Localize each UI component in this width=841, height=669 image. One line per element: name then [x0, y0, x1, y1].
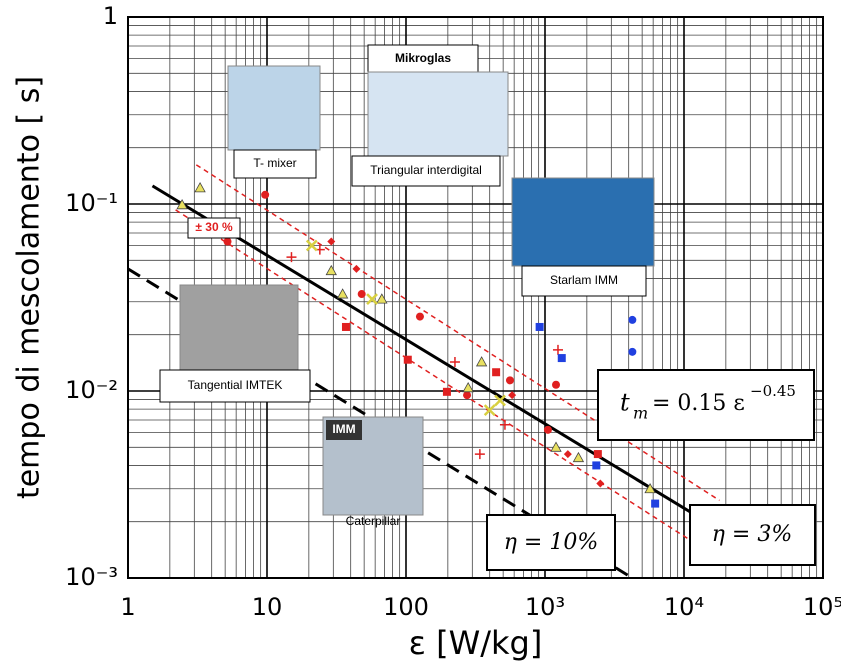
- formula-t: t: [620, 389, 630, 417]
- photo: [228, 66, 320, 150]
- eta-label: η = 3%: [712, 522, 793, 547]
- formula-sub: m: [633, 404, 648, 423]
- photo: [368, 72, 508, 156]
- y-tick-label: 1: [103, 2, 118, 30]
- point: [573, 453, 583, 462]
- y-tick-label: 10⁻¹: [65, 189, 118, 217]
- y-tick-label: 10⁻²: [65, 376, 118, 404]
- photo-label: Mikroglas: [395, 51, 451, 65]
- point: [492, 368, 500, 376]
- point: [628, 316, 636, 324]
- point: [592, 461, 600, 469]
- point: [443, 388, 451, 396]
- point: [628, 348, 636, 356]
- y-tick-label: 10⁻³: [65, 563, 118, 591]
- band-label: ± 30 %: [195, 220, 233, 234]
- point: [261, 191, 269, 199]
- point: [358, 290, 366, 298]
- photo-label: Triangular interdigital: [370, 163, 482, 177]
- photo-label: Tangential IMTEK: [188, 378, 283, 392]
- point: [506, 376, 514, 384]
- point: [558, 354, 566, 362]
- x-tick-label: 10⁴: [664, 593, 704, 621]
- y-axis-title: tempo di mescolamento [ s]: [12, 76, 47, 499]
- point: [500, 420, 510, 430]
- point: [342, 323, 350, 331]
- point: [338, 289, 348, 298]
- photo: [180, 285, 298, 371]
- point: [195, 183, 205, 192]
- x-tick-label: 100: [383, 593, 429, 621]
- point: [536, 323, 544, 331]
- point: [651, 500, 659, 508]
- x-axis-title: ε [W/kg]: [409, 624, 543, 662]
- x-tick-label: 10⁵: [803, 593, 841, 621]
- point: [463, 383, 473, 392]
- point: [377, 294, 387, 303]
- photo-label: Caterpillar: [346, 514, 401, 528]
- point: [463, 391, 471, 399]
- point: [326, 266, 336, 275]
- point: [416, 313, 424, 321]
- photo-label: IMM: [332, 422, 355, 436]
- overlay: ± 30 % T- mixer Mikroglas Triangular int…: [160, 0, 815, 570]
- point: [508, 391, 516, 399]
- point: [477, 357, 487, 366]
- point: [594, 450, 602, 458]
- point: [564, 450, 572, 458]
- x-tick-label: 1: [120, 593, 135, 621]
- spacer: [440, 0, 442, 2]
- point: [327, 238, 335, 246]
- photo-label: T- mixer: [253, 156, 296, 170]
- chart: 1 10 100 10³ 10⁴ 10⁵ 10⁻³ 10⁻² 10⁻¹ 1 ε [W/kg] temp…: [0, 0, 841, 669]
- point: [475, 449, 485, 459]
- photo-label: Starlam IMM: [550, 273, 618, 287]
- point: [367, 294, 377, 304]
- point: [553, 345, 563, 355]
- point: [224, 238, 232, 246]
- point: [544, 426, 552, 434]
- x-tick-label: 10: [252, 593, 283, 621]
- point: [552, 381, 560, 389]
- formula-exp: −0.45: [750, 382, 796, 400]
- point: [551, 442, 561, 451]
- point: [596, 480, 604, 488]
- eta-label: η = 10%: [504, 530, 599, 555]
- point: [404, 356, 412, 364]
- formula-eq: = 0.15 ε: [652, 391, 745, 416]
- photo: [512, 178, 654, 266]
- x-tick-label: 10³: [525, 593, 565, 621]
- point: [352, 265, 360, 273]
